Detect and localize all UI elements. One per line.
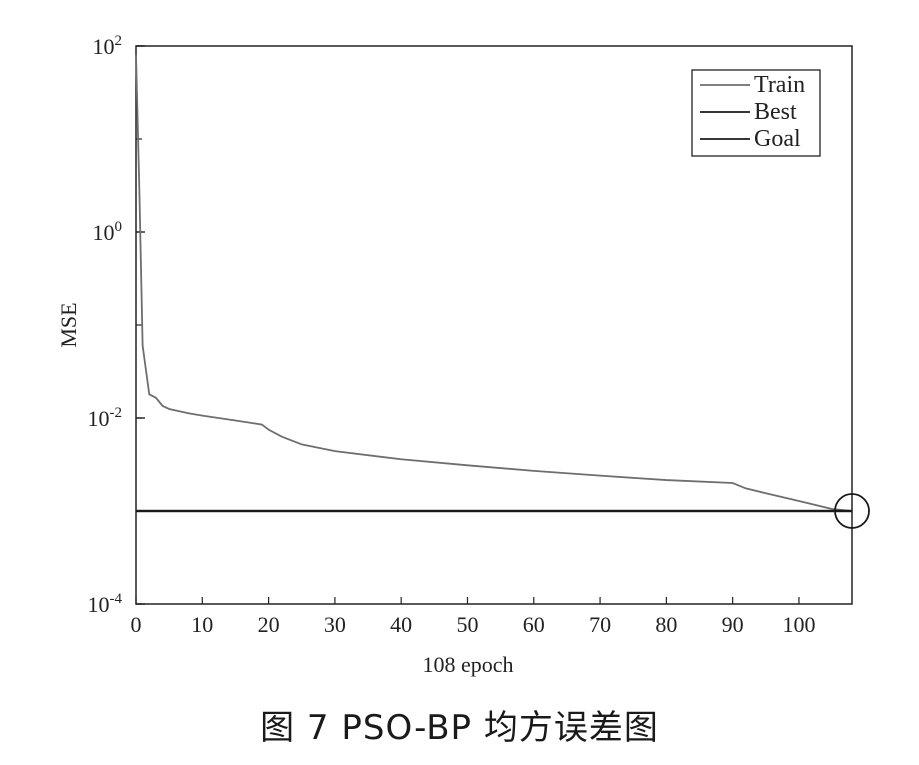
series-layer xyxy=(135,54,853,513)
series-line-train xyxy=(135,54,853,512)
x-tick-label: 40 xyxy=(390,612,412,637)
x-tick-label: 70 xyxy=(589,612,611,637)
x-tick-label: 20 xyxy=(258,612,280,637)
legend-label-train: Train xyxy=(754,72,805,98)
y-axis-ticks: 102 100 10-2 10-4 xyxy=(88,33,145,617)
x-axis-label: 108 epoch xyxy=(422,652,513,677)
figure-caption: 图 7 PSO-BP 均方误差图 xyxy=(260,708,659,748)
legend-label-goal: Goal xyxy=(754,126,801,152)
y-tick-label: 100 xyxy=(93,219,123,245)
x-tick-label: 80 xyxy=(655,612,677,637)
x-tick-label: 30 xyxy=(324,612,346,637)
y-tick-label: 102 xyxy=(93,33,123,59)
y-tick-label: 10-2 xyxy=(88,405,123,431)
x-tick-label: 60 xyxy=(523,612,545,637)
legend: Train Best Goal xyxy=(691,69,821,157)
best-point-marker xyxy=(834,493,870,529)
y-tick-label: 10-4 xyxy=(88,591,123,617)
x-tick-label: 10 xyxy=(191,612,213,637)
legend-label-best: Best xyxy=(754,99,797,125)
x-tick-label: 0 xyxy=(131,612,142,637)
mse-chart: 0 10 20 30 40 50 60 70 80 90 100 102 100 10-2 10-4 MS… xyxy=(56,33,870,677)
x-axis-ticks: 0 10 20 30 40 50 60 70 80 90 100 xyxy=(131,597,815,637)
y-axis-label: MSE xyxy=(56,302,81,347)
x-tick-label: 90 xyxy=(722,612,744,637)
x-tick-label: 50 xyxy=(456,612,478,637)
x-tick-label: 100 xyxy=(782,612,815,637)
